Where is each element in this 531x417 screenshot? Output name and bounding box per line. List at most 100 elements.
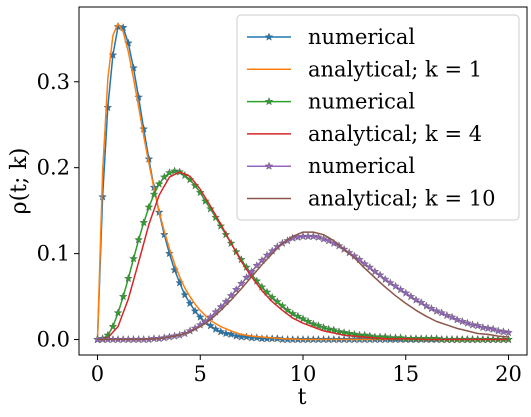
data-point [452,315,462,324]
data-point [319,322,328,332]
data-point [180,170,190,180]
data-point [211,307,221,316]
legend-label: analytical; k = 1 [308,57,482,81]
series-layer [93,22,513,344]
x-tick-label: 15 [392,362,419,386]
data-point [288,309,298,318]
data-point [488,324,498,333]
data-point [401,288,411,297]
data-point [380,274,390,284]
data-point [370,267,380,276]
data-point [190,306,200,315]
data-point [478,322,488,332]
y-axis-label: ρ(t; k) [7,148,32,215]
data-point [123,273,133,283]
x-tick-label: 0 [91,362,104,386]
x-tick-label: 10 [290,362,317,386]
data-point [231,331,241,340]
data-point [339,328,349,337]
data-point [257,255,267,265]
x-axis: 0 5 10 15 20 [91,355,522,386]
data-point [159,230,169,239]
data-point [329,238,339,247]
data-point [437,308,447,317]
data-point [385,278,395,287]
data-point [360,259,370,268]
data-point [113,22,123,31]
y-axis: 0.0 0.1 0.2 0.3 [37,70,79,352]
data-point [329,325,339,334]
data-point [493,326,503,335]
data-point [396,333,405,342]
legend-marker [264,32,274,41]
data-point [118,292,128,301]
data-point [262,287,272,296]
data-point [185,175,195,184]
data-point [134,92,143,101]
data-point [144,202,154,211]
data-point [416,298,426,307]
data-point [278,301,287,310]
data-point [499,327,508,336]
data-point [242,273,251,282]
data-point [298,314,308,323]
data-point [432,306,441,315]
x-axis-label: t [298,385,307,410]
data-point [201,196,210,205]
data-point [391,281,400,290]
legend-item: analytical; k = 10 [247,187,495,211]
data-point [195,188,205,197]
y-tick-label: 0.3 [37,70,70,94]
x-tick-label: 5 [194,362,207,386]
data-point [221,328,231,338]
data-point [231,285,241,294]
legend: numerical analytical; k = 1 numerical analy… [236,14,520,221]
data-point [473,321,483,330]
y-tick-label: 0.0 [37,328,70,352]
data-point [314,321,323,330]
legend-item: analytical; k = 4 [247,122,482,146]
data-point [236,279,246,288]
data-point [113,308,123,317]
data-point [319,234,328,243]
data-point [308,319,318,328]
data-point [483,323,493,333]
data-point [211,324,221,333]
legend-marker [264,97,274,106]
data-point [165,249,174,258]
legend-label: numerical [308,25,415,49]
data-point [195,312,205,321]
data-point [267,292,277,302]
x-tick-label: 20 [495,362,522,386]
y-tick-label: 0.2 [37,156,70,180]
data-point [221,297,231,306]
data-point [468,320,477,329]
data-point [504,328,513,337]
legend-item: numerical [247,25,415,49]
data-point [108,322,118,331]
data-point [432,334,441,343]
data-point [129,254,138,263]
data-point [365,262,375,272]
data-point [170,166,179,175]
data-point [457,316,467,326]
series-line [96,22,509,341]
legend-marker [264,161,274,170]
data-point [170,265,179,274]
data-point [442,310,452,320]
data-point [411,295,421,304]
data-point [303,316,313,326]
data-point [247,267,256,276]
series-1 [96,22,509,341]
data-point [283,305,292,315]
data-point [314,232,323,241]
data-point [134,235,143,244]
legend-box [236,14,520,221]
data-point [396,285,405,294]
data-point [406,292,416,301]
series-line [97,231,509,341]
legend-label: analytical; k = 10 [308,187,495,211]
data-point [375,270,385,279]
data-point [226,329,236,339]
